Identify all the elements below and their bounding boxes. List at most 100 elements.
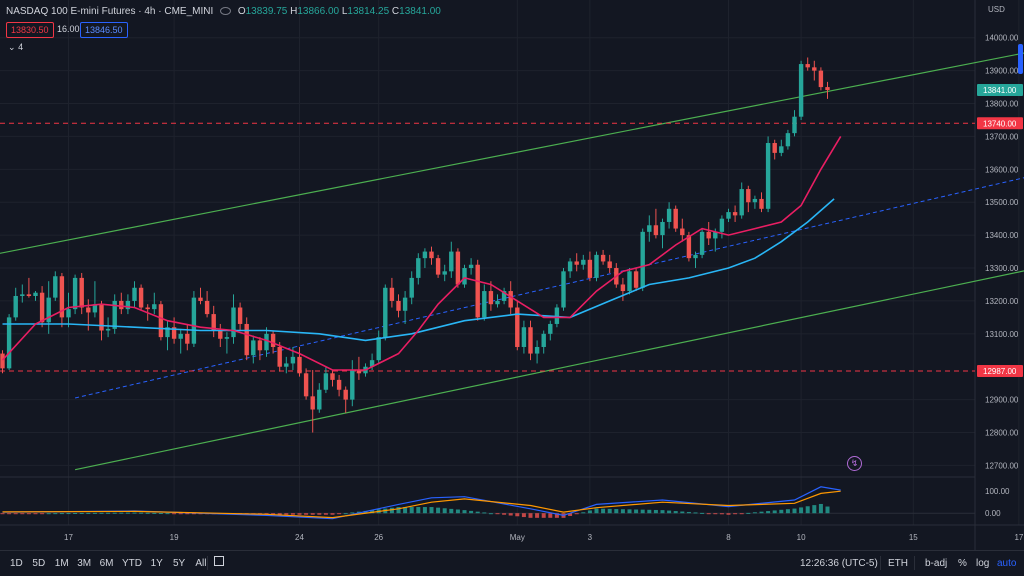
macd-histogram-bar <box>581 512 586 514</box>
calendar-range-icon[interactable] <box>214 556 224 566</box>
candle-body <box>145 307 150 310</box>
macd-histogram-bar <box>99 512 104 514</box>
range-button-1m[interactable]: 1M <box>54 558 69 569</box>
candle-body <box>92 304 98 313</box>
macd-histogram-bar <box>726 513 731 515</box>
range-button-6m[interactable]: 6M <box>99 558 114 569</box>
last-price-label-bg <box>977 84 1023 97</box>
log-button[interactable]: log <box>976 558 990 569</box>
macd-histogram-bar <box>455 509 460 514</box>
candle-body <box>138 287 144 308</box>
percent-button[interactable]: % <box>958 558 967 569</box>
candle-body <box>105 328 111 331</box>
lightning-icon[interactable]: ↯ <box>847 456 862 471</box>
hline-top-label-bg <box>977 117 1023 130</box>
session-button[interactable]: ETH <box>888 558 908 569</box>
price-tick-label: 12800.00 <box>985 429 1019 438</box>
candle-body <box>323 373 329 390</box>
macd-histogram-bar <box>469 510 474 514</box>
price-tick-label: 12700.00 <box>985 461 1019 470</box>
macd-histogram-bar <box>528 513 533 518</box>
time-axis[interactable]: 17192426May381015172224 <box>64 533 1024 542</box>
price-tick-label: 13100.00 <box>985 330 1019 339</box>
candle-body <box>79 277 84 308</box>
range-button-ytd[interactable]: YTD <box>122 558 142 569</box>
macd-histogram-bar <box>33 513 38 515</box>
macd-histogram-bar <box>86 512 91 514</box>
range-button-all[interactable]: All <box>195 558 207 569</box>
macd-histogram-bar <box>7 513 12 515</box>
range-button-3m[interactable]: 3M <box>77 558 92 569</box>
macd-histogram-bar <box>759 511 764 514</box>
macd-histogram-bar <box>574 513 579 515</box>
scroll-handle[interactable] <box>1018 44 1023 74</box>
candle-body <box>171 327 177 339</box>
candle-body <box>13 295 18 318</box>
low-label: L <box>341 6 348 17</box>
currency-label[interactable]: USD <box>988 5 1005 14</box>
time-tick-label: May <box>510 533 525 542</box>
macd-histogram-bar <box>436 507 441 514</box>
candle-body <box>86 307 91 313</box>
candle-body <box>178 333 183 339</box>
macd-histogram-bar <box>805 506 810 514</box>
candle-body <box>726 212 731 219</box>
symbol-title[interactable]: NASDAQ 100 E-mini Futures · 4h · CME_MIN… <box>6 6 214 17</box>
candle-body <box>330 373 335 380</box>
sell-button[interactable]: 13830.50 <box>6 22 54 38</box>
range-button-5d[interactable]: 5D <box>32 558 46 569</box>
candle-body <box>376 337 381 361</box>
range-button-1y[interactable]: 1Y <box>150 558 163 569</box>
macd-histogram-bar <box>462 510 467 514</box>
candle-body <box>389 287 395 301</box>
eye-icon[interactable] <box>220 7 232 16</box>
macd-histogram-bar <box>680 511 685 514</box>
candle-body <box>640 231 645 288</box>
channel-drawing[interactable] <box>0 31 1024 471</box>
open-value: 13839.75 <box>245 6 288 17</box>
last-price-label: 13841.00 <box>983 86 1017 95</box>
macd-histogram-bar <box>416 507 421 514</box>
macd-histogram-bar <box>40 513 45 515</box>
macd-histogram-bar <box>66 513 71 515</box>
macd-histogram-bar <box>812 505 817 514</box>
candle-body <box>26 294 32 296</box>
time-tick-label: 3 <box>588 533 593 542</box>
candle-body <box>257 340 263 351</box>
range-button-5y[interactable]: 5Y <box>173 558 186 569</box>
macd-histogram-bar <box>92 512 97 514</box>
adjust-button[interactable]: b-adj <box>925 558 948 569</box>
macd-histogram-bar <box>317 513 322 515</box>
candle-body <box>6 317 12 369</box>
candle-body <box>46 297 51 323</box>
macd-histogram-bar <box>627 509 632 514</box>
macd-histogram-bar <box>290 513 295 515</box>
macd-histogram-bar <box>772 510 777 514</box>
candle-body <box>699 231 705 255</box>
toolbar-divider <box>207 556 208 570</box>
range-button-1d[interactable]: 1D <box>10 558 23 569</box>
candle-body <box>812 67 817 71</box>
candle-body <box>66 309 71 318</box>
chart[interactable]: 100.00 0.00 14000.00 13900.00 13800.00 13700… <box>0 0 1024 550</box>
open-label: O <box>237 6 246 17</box>
low-value: 13814.25 <box>347 6 390 17</box>
buy-button[interactable]: 13846.50 <box>80 22 128 38</box>
macd-histogram-bar <box>693 512 698 514</box>
candle-body <box>244 323 249 356</box>
macd-histogram-bar <box>370 510 375 514</box>
macd-histogram-bar <box>73 512 78 514</box>
price-axis[interactable]: 14000.00 13900.00 13800.00 13700.00 13600.00… <box>977 34 1023 471</box>
candle-body <box>660 221 665 236</box>
candle-body <box>673 208 678 229</box>
auto-button[interactable]: auto <box>997 558 1017 569</box>
candle-body <box>409 277 414 298</box>
indicators-toggle[interactable]: ⌄ 4 <box>8 42 23 53</box>
toolbar-divider <box>880 556 881 570</box>
horizontal-lines[interactable] <box>0 122 975 372</box>
price-tick-label: 13500.00 <box>985 198 1019 207</box>
clock-time[interactable]: 12:26:36 (UTC-5) <box>800 558 878 569</box>
candle-body <box>627 271 632 292</box>
candle-body <box>317 389 322 410</box>
macd-histogram-bar <box>488 513 493 515</box>
